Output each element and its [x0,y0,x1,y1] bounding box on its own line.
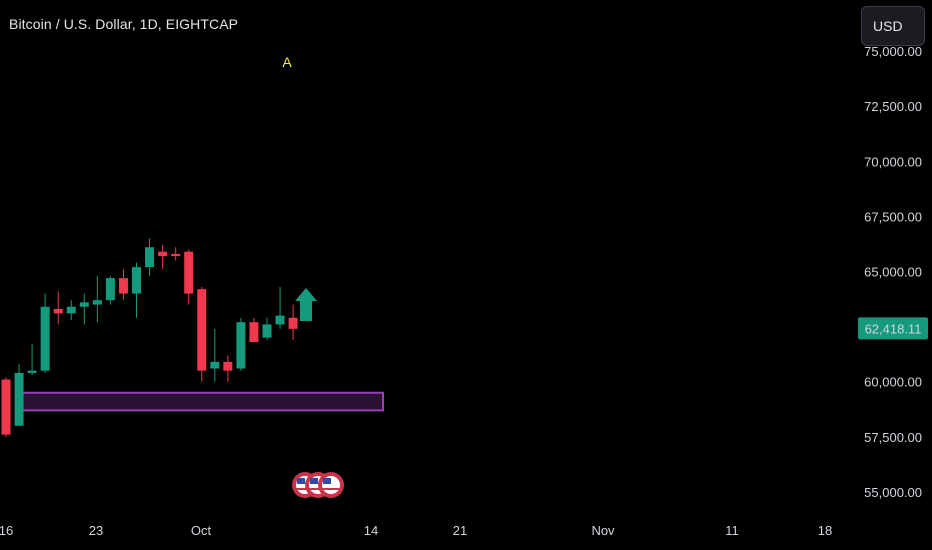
candle [210,328,220,382]
price-axis-label: 72,500.00 [864,99,922,114]
time-axis-label: 16 [0,523,13,538]
candle [27,344,37,376]
candle [79,293,89,325]
candle-body [184,251,194,294]
candle-body [262,324,272,338]
candle [288,304,298,340]
markers-layer: A [282,54,344,498]
candle-body [79,302,89,307]
price-axis[interactable]: 75,000.00 72,500.00 70,000.00 67,500.00 65,0… [864,44,922,500]
time-axis-label: 14 [364,523,378,538]
candle [171,247,181,261]
price-axis-label: 65,000.00 [864,265,922,280]
candle [66,300,76,320]
candle-body [171,253,181,257]
support-zone [21,391,384,412]
candle-body [92,300,102,305]
candle [92,275,102,323]
support-zone-layer [21,391,384,412]
up-arrow-icon [295,288,317,321]
candle-body [275,315,285,325]
candle [249,317,259,343]
annotation-label: A [282,54,292,70]
candle-body [288,317,298,329]
time-axis[interactable]: 16 23 Oct 14 21 Nov 11 18 [0,523,832,538]
current-price-tag: 62,418.11 [858,317,928,340]
currency-selector-button[interactable]: USD [861,6,925,46]
candle [223,355,233,382]
candle-body [223,361,233,371]
candle [132,262,141,318]
candle-body [145,247,155,268]
candle [118,269,128,301]
candle [14,364,24,426]
time-axis-label: 21 [453,523,467,538]
price-axis-label: 60,000.00 [864,375,922,390]
us-events-flags-icon [292,472,344,498]
candle [262,317,272,340]
candle-body [249,322,259,343]
candles-layer [1,238,298,437]
candle-body [40,306,50,371]
time-axis-label: Oct [191,523,212,538]
candle [105,275,115,305]
candle-body [105,278,115,301]
candle-body [236,322,246,369]
candle [40,293,50,373]
candle [275,286,285,329]
candle-body [118,278,128,294]
candle-body [1,379,11,435]
candle-body [14,372,24,426]
time-axis-label: 18 [818,523,832,538]
candle [145,238,155,276]
candle [184,249,194,305]
current-price-label: 62,418.11 [865,321,922,336]
candle [1,377,11,437]
price-axis-label: 75,000.00 [864,44,922,59]
candle-body [53,308,63,314]
time-axis-label: 23 [89,523,103,538]
candle-body [210,361,220,369]
price-axis-label: 55,000.00 [864,485,922,500]
chart-title: Bitcoin / U.S. Dollar, 1D, EIGHTCAP [9,16,239,32]
candle [158,245,168,270]
price-axis-label: 57,500.00 [864,430,922,445]
candle-body [132,267,141,294]
candle [197,286,207,382]
time-axis-label: 11 [725,523,739,538]
candle-body [158,251,168,257]
time-axis-label: Nov [591,523,615,538]
price-axis-label: 70,000.00 [864,154,922,169]
candle-body [27,370,37,373]
price-axis-label: 67,500.00 [864,209,922,224]
candle [53,291,63,325]
candle-body [197,289,207,371]
candle [236,317,246,371]
candle-body [66,306,76,314]
